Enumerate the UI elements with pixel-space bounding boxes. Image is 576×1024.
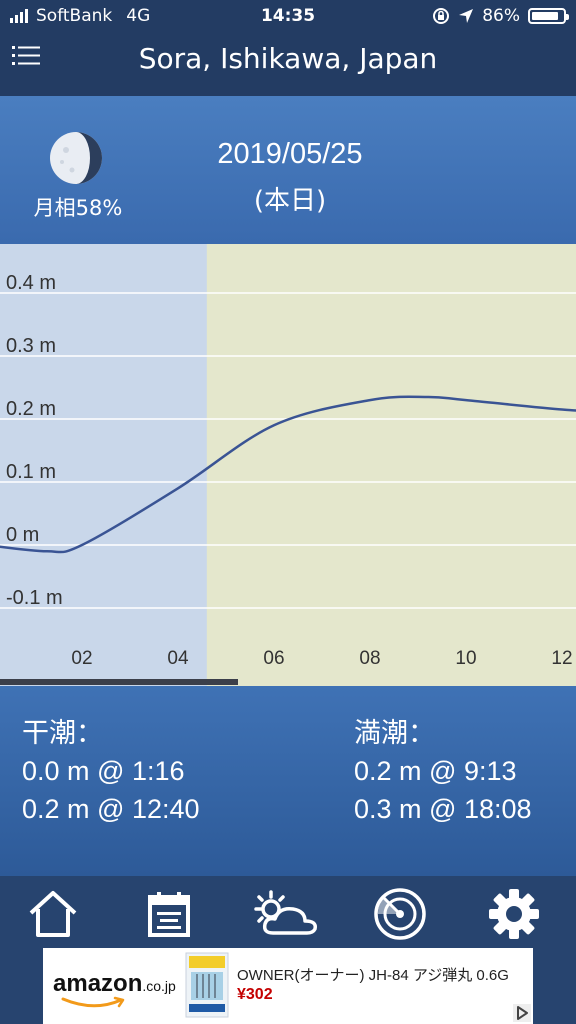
location-icon (459, 9, 474, 23)
high-tide-title: 満潮： (354, 718, 435, 748)
y-tick-label: -0.1 m (6, 587, 63, 609)
ad-area: amazon.co.jp OWNER(オーナー) JH-84 アジ弾丸 0.6G… (0, 948, 576, 1024)
tide-times-panel: 干潮： 0.0 m @ 1:16 0.2 m @ 12:40 満潮： 0.2 m… (0, 686, 576, 876)
amazon-logo: amazon.co.jp (53, 970, 176, 998)
x-tick-label: 08 (359, 648, 380, 669)
low-tide-title: 干潮： (22, 718, 103, 748)
x-tick-label: 12 (551, 648, 572, 669)
network-label: 4G (126, 6, 151, 26)
daylight-band (206, 244, 576, 686)
product-image (185, 952, 229, 1018)
y-tick-label: 0.4 m (6, 272, 56, 294)
home-icon (29, 891, 77, 937)
low-tide-2: 0.2 m @ 12:40 (22, 794, 200, 824)
status-bar: SoftBank 4G 14:35 86% (0, 0, 576, 34)
tide-curve (0, 395, 576, 554)
carrier-label: SoftBank (36, 6, 113, 26)
x-tick-label: 10 (455, 648, 476, 669)
calendar-icon (148, 892, 190, 937)
low-tide-column: 干潮： 0.0 m @ 1:16 0.2 m @ 12:40 (22, 714, 200, 828)
radar-icon (374, 888, 426, 940)
x-tick-label: 06 (263, 648, 284, 669)
location-title: Sora, Ishikawa, Japan (138, 42, 438, 75)
signal-icon (10, 9, 28, 23)
x-tick-label: 04 (167, 648, 189, 669)
status-right: 86% (432, 6, 569, 26)
high-tide-1: 0.2 m @ 9:13 (354, 756, 517, 786)
ad-product-price: ¥302 (237, 986, 273, 1003)
ad-brand: amazon (53, 970, 143, 997)
high-tide-2: 0.3 m @ 18:08 (354, 794, 532, 824)
low-tide-1: 0.0 m @ 1:16 (22, 756, 185, 786)
tab-bar (0, 876, 576, 948)
today-label: (本日) (253, 186, 327, 216)
nav-bar: Sora, Ishikawa, Japan (0, 34, 576, 96)
y-tick-label: 0.2 m (6, 398, 56, 420)
ad-banner[interactable]: amazon.co.jp OWNER(オーナー) JH-84 アジ弾丸 0.6G… (43, 948, 533, 1024)
chart-scroll-indicator[interactable] (0, 679, 238, 685)
ad-brand-suffix: .co.jp (142, 978, 176, 994)
tide-chart[interactable]: 0.4 m 0.3 m 0.2 m 0.1 m 0 m -0.1 m 02 04 06 08 10 1… (0, 244, 576, 686)
tab-calendar[interactable] (139, 884, 199, 944)
status-left: SoftBank 4G (10, 6, 150, 26)
rotation-lock-icon (433, 8, 450, 24)
x-tick-label: 02 (71, 648, 92, 669)
ad-choices-icon[interactable] (513, 1004, 531, 1022)
settings-icon (489, 889, 539, 939)
moon-phase-icon (50, 132, 102, 184)
weather-icon (254, 890, 318, 935)
date-label[interactable]: 2019/05/25 (217, 138, 363, 170)
amazon-smile-icon (61, 996, 125, 1008)
battery-icon (528, 8, 569, 24)
ad-product-title: OWNER(オーナー) JH-84 アジ弾丸 0.6G (237, 967, 509, 984)
menu-icon[interactable] (12, 44, 42, 68)
tab-weather[interactable] (250, 884, 324, 944)
y-tick-label: 0.3 m (6, 335, 56, 357)
tab-radar[interactable] (370, 884, 430, 944)
tide-chart-svg[interactable]: 0.4 m 0.3 m 0.2 m 0.1 m 0 m -0.1 m 02 04 06 08 10 1… (0, 244, 576, 686)
battery-percent: 86% (482, 6, 520, 26)
status-time: 14:35 (260, 6, 316, 26)
y-tick-label: 0 m (6, 524, 39, 546)
moon-phase-label: 月相58% (33, 196, 123, 220)
high-tide-column: 満潮： 0.2 m @ 9:13 0.3 m @ 18:08 (354, 714, 532, 828)
date-panel: 月相58% 2019/05/25 (本日) (0, 96, 576, 244)
y-tick-label: 0.1 m (6, 461, 56, 483)
tab-home[interactable] (23, 884, 83, 944)
tab-settings[interactable] (484, 884, 544, 944)
